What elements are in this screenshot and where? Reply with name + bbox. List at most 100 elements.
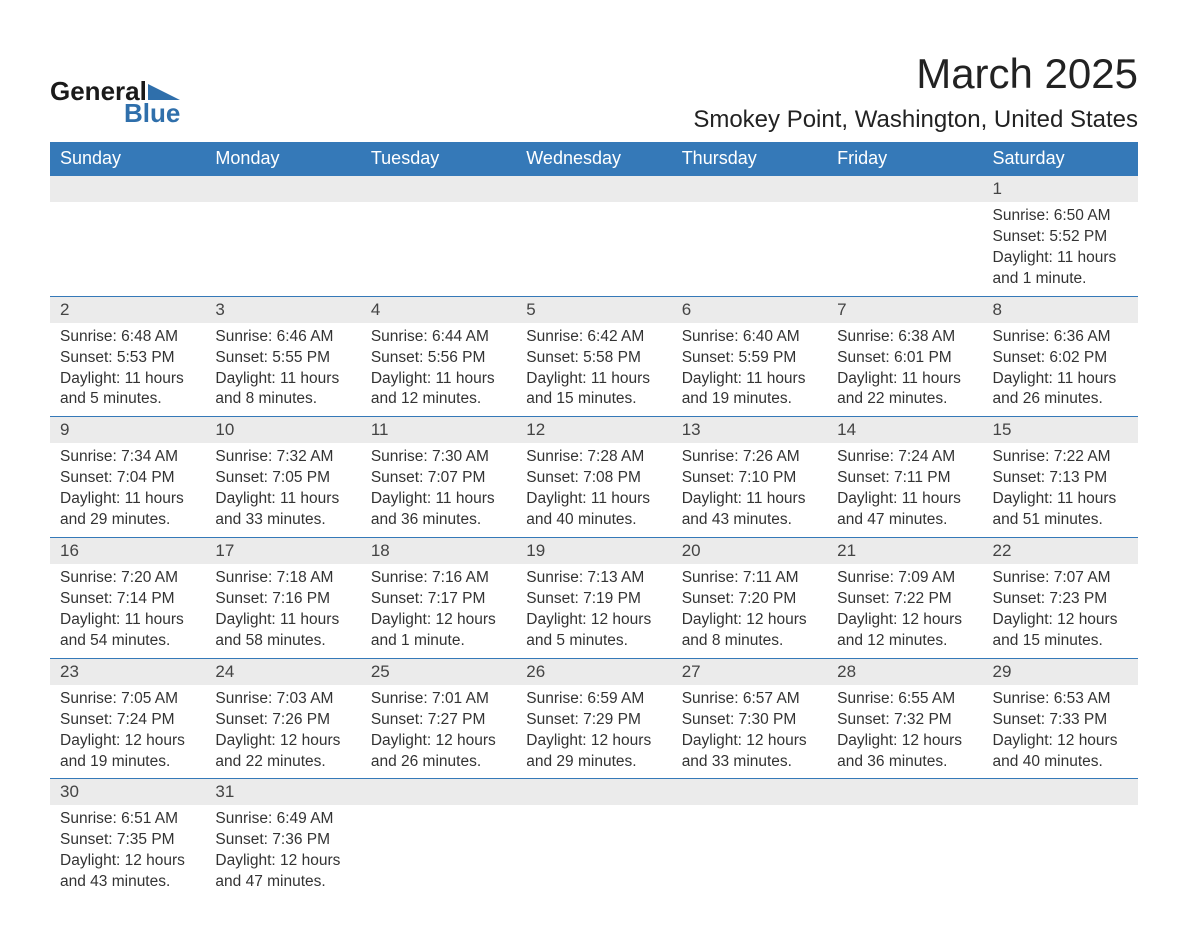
- daylight-line: Daylight: 12 hours and 47 minutes.: [215, 851, 350, 893]
- daylight-line: Daylight: 12 hours and 26 minutes.: [371, 731, 506, 773]
- sunset-line: Sunset: 5:56 PM: [371, 348, 506, 369]
- calendar-cell: [516, 779, 671, 899]
- calendar-cell: 24Sunrise: 7:03 AMSunset: 7:26 PMDayligh…: [205, 658, 360, 779]
- weekday-header: Wednesday: [516, 142, 671, 176]
- day-number: 21: [827, 538, 982, 564]
- daylight-line: Daylight: 12 hours and 43 minutes.: [60, 851, 195, 893]
- day-number: 24: [205, 659, 360, 685]
- sunrise-line: Sunrise: 6:51 AM: [60, 809, 195, 830]
- sunset-line: Sunset: 7:05 PM: [215, 468, 350, 489]
- calendar-cell: 15Sunrise: 7:22 AMSunset: 7:13 PMDayligh…: [983, 417, 1138, 538]
- sunrise-line: Sunrise: 7:28 AM: [526, 447, 661, 468]
- day-number: 7: [827, 297, 982, 323]
- calendar-cell: 17Sunrise: 7:18 AMSunset: 7:16 PMDayligh…: [205, 538, 360, 659]
- daylight-line: Daylight: 11 hours and 19 minutes.: [682, 369, 817, 411]
- brand-logo: General Blue: [50, 78, 200, 132]
- day-body: Sunrise: 6:49 AMSunset: 7:36 PMDaylight:…: [205, 805, 360, 899]
- daylight-line: Daylight: 11 hours and 1 minute.: [993, 248, 1128, 290]
- calendar-cell: [50, 176, 205, 297]
- logo-text-blue: Blue: [124, 98, 180, 128]
- day-body: Sunrise: 7:13 AMSunset: 7:19 PMDaylight:…: [516, 564, 671, 658]
- sunset-line: Sunset: 7:20 PM: [682, 589, 817, 610]
- daylight-line: Daylight: 11 hours and 40 minutes.: [526, 489, 661, 531]
- calendar-cell: 16Sunrise: 7:20 AMSunset: 7:14 PMDayligh…: [50, 538, 205, 659]
- daylight-line: Daylight: 12 hours and 19 minutes.: [60, 731, 195, 773]
- calendar-cell: 13Sunrise: 7:26 AMSunset: 7:10 PMDayligh…: [672, 417, 827, 538]
- sunset-line: Sunset: 7:08 PM: [526, 468, 661, 489]
- day-body: Sunrise: 6:36 AMSunset: 6:02 PMDaylight:…: [983, 323, 1138, 417]
- calendar-week: 23Sunrise: 7:05 AMSunset: 7:24 PMDayligh…: [50, 658, 1138, 779]
- daylight-line: Daylight: 12 hours and 33 minutes.: [682, 731, 817, 773]
- sunrise-line: Sunrise: 6:50 AM: [993, 206, 1128, 227]
- calendar-cell: [361, 176, 516, 297]
- sunset-line: Sunset: 7:16 PM: [215, 589, 350, 610]
- day-number: 15: [983, 417, 1138, 443]
- weekday-header: Monday: [205, 142, 360, 176]
- sunset-line: Sunset: 7:24 PM: [60, 710, 195, 731]
- general-blue-logo-icon: General Blue: [50, 78, 200, 132]
- day-body: Sunrise: 6:42 AMSunset: 5:58 PMDaylight:…: [516, 323, 671, 417]
- sunrise-line: Sunrise: 7:18 AM: [215, 568, 350, 589]
- daylight-line: Daylight: 12 hours and 12 minutes.: [837, 610, 972, 652]
- day-number: 29: [983, 659, 1138, 685]
- calendar-cell: 5Sunrise: 6:42 AMSunset: 5:58 PMDaylight…: [516, 296, 671, 417]
- sunrise-line: Sunrise: 6:57 AM: [682, 689, 817, 710]
- daylight-line: Daylight: 12 hours and 1 minute.: [371, 610, 506, 652]
- daylight-line: Daylight: 11 hours and 29 minutes.: [60, 489, 195, 531]
- calendar-cell: 14Sunrise: 7:24 AMSunset: 7:11 PMDayligh…: [827, 417, 982, 538]
- sunset-line: Sunset: 7:36 PM: [215, 830, 350, 851]
- sunset-line: Sunset: 7:10 PM: [682, 468, 817, 489]
- daylight-line: Daylight: 11 hours and 58 minutes.: [215, 610, 350, 652]
- calendar-cell: [516, 176, 671, 297]
- day-body: Sunrise: 6:55 AMSunset: 7:32 PMDaylight:…: [827, 685, 982, 779]
- day-body: [361, 805, 516, 815]
- daylight-line: Daylight: 11 hours and 36 minutes.: [371, 489, 506, 531]
- day-body: [50, 202, 205, 212]
- day-body: Sunrise: 6:44 AMSunset: 5:56 PMDaylight:…: [361, 323, 516, 417]
- day-number: [672, 176, 827, 202]
- day-number: 12: [516, 417, 671, 443]
- sunrise-line: Sunrise: 6:53 AM: [993, 689, 1128, 710]
- weekday-header: Saturday: [983, 142, 1138, 176]
- daylight-line: Daylight: 12 hours and 15 minutes.: [993, 610, 1128, 652]
- day-body: Sunrise: 7:24 AMSunset: 7:11 PMDaylight:…: [827, 443, 982, 537]
- sunset-line: Sunset: 7:11 PM: [837, 468, 972, 489]
- day-number: 10: [205, 417, 360, 443]
- daylight-line: Daylight: 12 hours and 36 minutes.: [837, 731, 972, 773]
- day-body: [672, 805, 827, 815]
- day-body: Sunrise: 6:53 AMSunset: 7:33 PMDaylight:…: [983, 685, 1138, 779]
- day-body: Sunrise: 7:34 AMSunset: 7:04 PMDaylight:…: [50, 443, 205, 537]
- daylight-line: Daylight: 11 hours and 51 minutes.: [993, 489, 1128, 531]
- day-body: Sunrise: 6:50 AMSunset: 5:52 PMDaylight:…: [983, 202, 1138, 296]
- sunrise-line: Sunrise: 6:48 AM: [60, 327, 195, 348]
- day-body: [205, 202, 360, 212]
- day-body: [516, 805, 671, 815]
- sunrise-line: Sunrise: 7:24 AM: [837, 447, 972, 468]
- sunrise-line: Sunrise: 7:26 AM: [682, 447, 817, 468]
- calendar-cell: 23Sunrise: 7:05 AMSunset: 7:24 PMDayligh…: [50, 658, 205, 779]
- calendar-cell: 10Sunrise: 7:32 AMSunset: 7:05 PMDayligh…: [205, 417, 360, 538]
- daylight-line: Daylight: 11 hours and 22 minutes.: [837, 369, 972, 411]
- calendar-cell: [672, 779, 827, 899]
- sunset-line: Sunset: 7:07 PM: [371, 468, 506, 489]
- day-number: [361, 779, 516, 805]
- daylight-line: Daylight: 11 hours and 33 minutes.: [215, 489, 350, 531]
- day-body: Sunrise: 7:20 AMSunset: 7:14 PMDaylight:…: [50, 564, 205, 658]
- sunrise-line: Sunrise: 6:38 AM: [837, 327, 972, 348]
- weekday-header: Friday: [827, 142, 982, 176]
- sunrise-line: Sunrise: 6:42 AM: [526, 327, 661, 348]
- calendar-cell: 31Sunrise: 6:49 AMSunset: 7:36 PMDayligh…: [205, 779, 360, 899]
- sunrise-line: Sunrise: 7:22 AM: [993, 447, 1128, 468]
- location-subtitle: Smokey Point, Washington, United States: [693, 106, 1138, 134]
- day-number: 9: [50, 417, 205, 443]
- day-number: 14: [827, 417, 982, 443]
- day-body: Sunrise: 7:28 AMSunset: 7:08 PMDaylight:…: [516, 443, 671, 537]
- daylight-line: Daylight: 11 hours and 47 minutes.: [837, 489, 972, 531]
- sunrise-line: Sunrise: 6:44 AM: [371, 327, 506, 348]
- calendar-cell: 4Sunrise: 6:44 AMSunset: 5:56 PMDaylight…: [361, 296, 516, 417]
- day-body: Sunrise: 7:05 AMSunset: 7:24 PMDaylight:…: [50, 685, 205, 779]
- day-number: 20: [672, 538, 827, 564]
- sunset-line: Sunset: 7:17 PM: [371, 589, 506, 610]
- day-number: 4: [361, 297, 516, 323]
- calendar-cell: 3Sunrise: 6:46 AMSunset: 5:55 PMDaylight…: [205, 296, 360, 417]
